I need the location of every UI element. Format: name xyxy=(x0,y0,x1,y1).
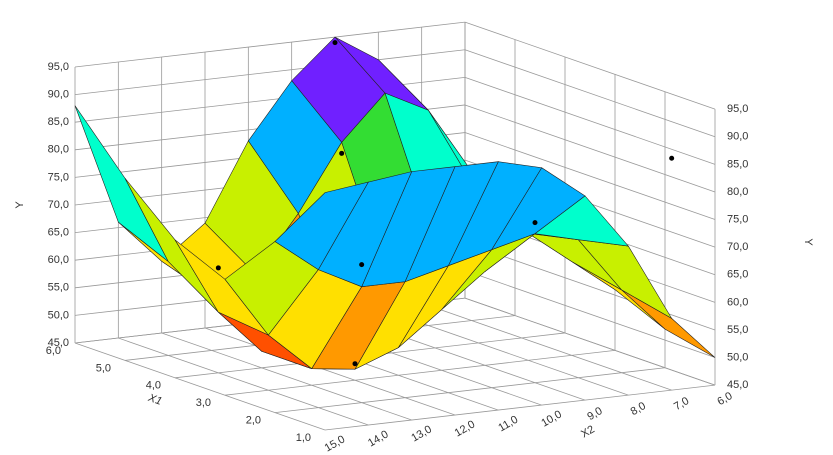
grid-line xyxy=(464,132,716,220)
grid-line xyxy=(118,337,369,426)
x2-tick-label: 7,0 xyxy=(672,395,691,413)
x2-tick-label: 10,0 xyxy=(539,408,564,429)
y-tick-label: 85,0 xyxy=(48,116,69,128)
axis-title: Y xyxy=(802,238,814,246)
grid-line xyxy=(274,367,666,413)
grid-line xyxy=(464,76,716,165)
y-tick-label: 70,0 xyxy=(727,241,748,253)
axis-title: Y xyxy=(14,201,26,209)
axis-title: X2 xyxy=(579,423,597,440)
y-tick-label: 65,0 xyxy=(48,227,69,239)
grid-line xyxy=(161,332,412,421)
y-tick-label: 45,0 xyxy=(727,379,748,391)
x-tick-label: 4,0 xyxy=(146,380,161,392)
grid-line xyxy=(464,270,716,358)
y-tick-label: 90,0 xyxy=(48,89,69,101)
y-tick-label: 80,0 xyxy=(727,186,748,198)
x-tick-label: 3,0 xyxy=(196,397,211,409)
x-tick-label: 2,0 xyxy=(246,415,261,427)
axis-title: X1 xyxy=(146,392,164,408)
y-tick-label: 50,0 xyxy=(48,309,69,321)
x2-tick-label: 6,0 xyxy=(715,390,734,408)
y-tick-label: 85,0 xyxy=(727,158,748,170)
grid-line xyxy=(224,349,616,396)
data-point xyxy=(532,220,538,226)
surface-cell xyxy=(577,239,673,320)
x2-tick-label: 11,0 xyxy=(496,414,520,435)
surface-cell xyxy=(74,105,169,262)
y-tick-label: 60,0 xyxy=(727,296,748,308)
x-tick-label: 1,0 xyxy=(296,432,311,444)
y-tick-label: 75,0 xyxy=(48,171,69,183)
x-tick-label: 5,0 xyxy=(96,362,111,374)
grid-line xyxy=(464,49,716,138)
y-tick-label: 60,0 xyxy=(48,254,69,266)
grid-line xyxy=(464,242,716,331)
y-tick-label: 65,0 xyxy=(727,269,748,281)
y-tick-label: 55,0 xyxy=(48,282,69,294)
x-tick-label: 6,0 xyxy=(46,345,61,357)
x2-tick-label: 8,0 xyxy=(629,400,648,418)
surface-cell xyxy=(274,181,369,271)
data-point xyxy=(669,155,675,161)
grid-line xyxy=(464,297,716,386)
data-point xyxy=(359,262,365,268)
grid-line xyxy=(464,21,716,110)
x2-tick-label: 15,0 xyxy=(323,433,348,454)
x2-tick-label: 9,0 xyxy=(585,405,604,423)
y-tick-label: 95,0 xyxy=(48,61,69,73)
x2-tick-label: 12,0 xyxy=(453,418,478,439)
grid-line xyxy=(324,384,716,431)
data-point xyxy=(352,361,358,367)
y-tick-label: 55,0 xyxy=(727,324,748,336)
y-tick-label: 80,0 xyxy=(48,144,69,156)
grid-line xyxy=(421,302,672,391)
y-tick-label: 90,0 xyxy=(727,131,748,143)
data-point xyxy=(332,40,338,46)
surface-cell xyxy=(621,289,716,358)
grid-line xyxy=(74,49,466,95)
y-tick-label: 45,0 xyxy=(48,337,69,349)
grid-line xyxy=(464,104,716,193)
y-tick-label: 50,0 xyxy=(727,351,748,363)
grid-line xyxy=(204,327,456,416)
data-point xyxy=(215,265,221,271)
y-tick-label: 70,0 xyxy=(48,199,69,211)
grid-line xyxy=(74,21,466,68)
x2-tick-label: 14,0 xyxy=(366,428,391,449)
y-tick-label: 95,0 xyxy=(727,103,748,115)
data-point xyxy=(339,150,345,156)
grid-line xyxy=(74,342,326,431)
x2-tick-label: 13,0 xyxy=(409,423,434,444)
y-tick-label: 75,0 xyxy=(727,213,748,225)
